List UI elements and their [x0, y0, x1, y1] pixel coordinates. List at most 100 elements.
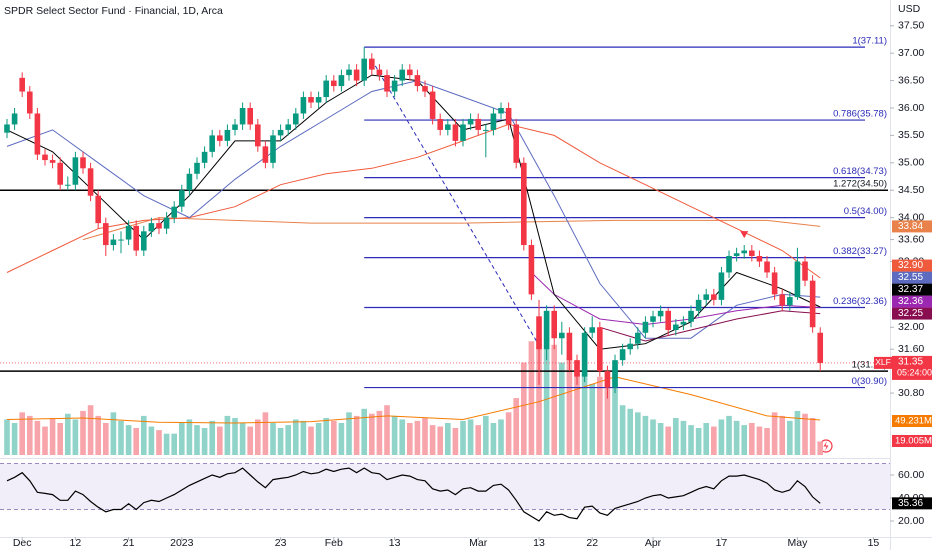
volume-bar [787, 420, 793, 455]
y-tick-label: 34.50 [898, 184, 924, 196]
volume-bar [612, 366, 618, 455]
rsi-band [0, 463, 890, 510]
volume-bar [369, 413, 375, 455]
price-label: 33.84 [898, 221, 923, 232]
volume-bar [688, 425, 694, 455]
volume-bar [80, 410, 86, 455]
volume-bar [703, 423, 710, 455]
candle-body [817, 332, 824, 363]
candle-body [148, 223, 155, 232]
x-tick-label: 13 [533, 537, 545, 549]
horizontal-line-label: 1(31.20) [852, 360, 887, 371]
candle-body [133, 225, 139, 251]
x-tick-label: Dec [13, 537, 32, 549]
volume-bar [733, 420, 740, 455]
volume-bar [657, 423, 664, 455]
volume-bar [42, 426, 48, 455]
volume-bar [201, 427, 208, 455]
candle-body [650, 316, 656, 322]
volume-bar [741, 425, 748, 455]
volume-bar [186, 419, 193, 455]
volume-bar [224, 415, 231, 455]
y-tick-label: 32.00 [898, 321, 924, 333]
candle-body [315, 97, 322, 103]
volume-bar [87, 405, 94, 455]
x-tick-label: 21 [123, 537, 135, 549]
volume-bar [673, 418, 679, 455]
volume-ma [6, 376, 821, 424]
candle-body [224, 129, 231, 141]
fib-label: 1(37.11) [852, 36, 887, 47]
moving-average [82, 217, 821, 241]
volume-bar [255, 419, 261, 455]
currency: USD [898, 3, 921, 15]
candle-body [247, 107, 254, 125]
y-tick-label: 33.60 [898, 233, 924, 245]
volume-label: 19.005M [895, 436, 932, 447]
y-tick-label: 36.50 [898, 74, 924, 86]
candle-body [232, 124, 238, 130]
candle-body [498, 107, 504, 114]
volume-bar [711, 426, 717, 455]
volume-bar [695, 427, 702, 455]
volume-bar [384, 405, 390, 455]
volume-bar [505, 412, 512, 455]
candle-body [475, 118, 482, 130]
volume-bar [437, 426, 444, 455]
volume-bar [604, 387, 611, 455]
volume-bar [551, 344, 558, 455]
candle-body [566, 332, 573, 361]
volume-bar [642, 415, 649, 455]
candle-body [703, 294, 710, 300]
candle-body [209, 135, 216, 152]
candle-body [711, 294, 717, 300]
rsi-last-box [892, 497, 932, 510]
price-label-box [892, 295, 932, 308]
candle-body [490, 113, 497, 130]
candle-body [642, 321, 649, 333]
volume-bar [64, 413, 71, 455]
x-tick-label: Apr [645, 537, 662, 549]
volume-bar [665, 426, 672, 455]
volume-bar [140, 415, 147, 455]
candle-body [445, 124, 451, 130]
volume-bar [536, 337, 542, 455]
volume-bar [232, 418, 238, 455]
price-label-box [892, 307, 932, 320]
volume-bar [802, 413, 808, 455]
volume-bar [794, 410, 801, 455]
volume-label-box [892, 435, 932, 447]
candle-body [179, 190, 185, 207]
volume-bar [597, 376, 603, 455]
candle-body [543, 310, 550, 350]
price-label: 32.25 [898, 308, 923, 319]
candle-body [688, 310, 694, 322]
volume-bar [764, 427, 770, 455]
x-tick-label: 15 [868, 537, 880, 549]
volume-bar [277, 427, 284, 455]
volume-bar [749, 423, 755, 455]
candle-body [399, 69, 406, 81]
volume-bar [315, 423, 322, 455]
volume-bar [467, 419, 474, 455]
volume-bar [513, 398, 520, 455]
candle-body [57, 162, 63, 185]
volume-bar [756, 426, 763, 455]
price-label: 32.37 [898, 284, 923, 295]
candle-body [87, 168, 94, 196]
volume-bar [445, 423, 451, 455]
y-tick-label: 35.50 [898, 129, 924, 141]
volume-bar [779, 415, 786, 455]
volume-bar [171, 433, 177, 455]
rsi-tick-label: 20.00 [898, 515, 924, 527]
candle-body [695, 299, 702, 311]
candle-body [171, 206, 177, 218]
y-tick-label: 31.60 [898, 343, 924, 355]
candle-body [110, 239, 117, 246]
rsi-last-label: 35.36 [898, 498, 923, 509]
volume-bar [34, 420, 41, 455]
volume-bar [308, 426, 314, 455]
candle-body [186, 173, 193, 191]
candle-body [201, 151, 208, 163]
candle-body [102, 223, 109, 246]
